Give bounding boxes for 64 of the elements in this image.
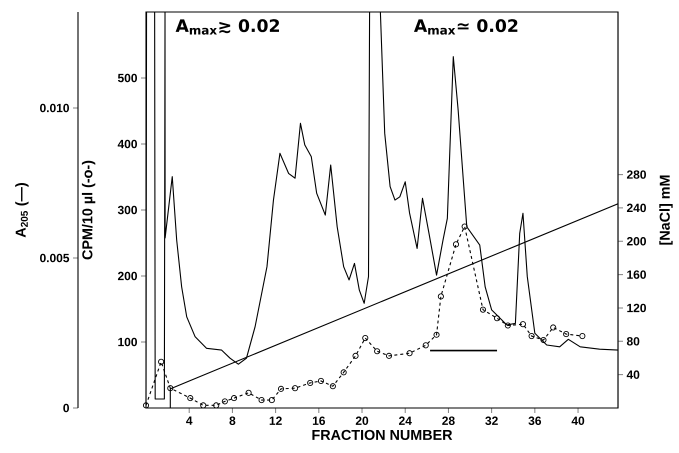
point [406, 350, 413, 356]
point [438, 293, 444, 300]
point [452, 241, 460, 248]
y2-tick-label: 80 [626, 337, 640, 346]
point [434, 332, 440, 338]
y2-tick-label: 160 [627, 270, 646, 279]
y3-tick-label: 0.005 [40, 254, 70, 262]
y-tick-label: 400 [118, 140, 137, 148]
point [550, 324, 556, 331]
annotation: A$_{max}$≳ 0.02 [176, 19, 279, 35]
y3-axis-title: A$_{205}$ (—) [15, 183, 29, 238]
y2-tick-label: 240 [626, 204, 646, 212]
point [158, 358, 164, 365]
point [386, 352, 392, 359]
x-tick-label: 40 [572, 416, 584, 425]
point [307, 380, 314, 386]
point [318, 378, 324, 384]
point [579, 333, 586, 340]
point [374, 348, 380, 354]
point [246, 390, 252, 396]
y2-tick-label: 280 [626, 170, 646, 179]
y-axis-title: CPM/10 µl (-o-) [82, 160, 96, 260]
x-tick-label: 4 [186, 416, 192, 425]
y2-tick-label: 200 [626, 237, 646, 246]
annotation: A$_{max}$≃ 0.02 [414, 19, 518, 35]
x-tick-label: 16 [312, 416, 326, 425]
y3-tick-label: 0.010 [40, 104, 69, 112]
x-tick-label: 12 [270, 416, 282, 425]
y2-tick-label: 40 [626, 370, 640, 379]
point [462, 223, 468, 230]
point [480, 306, 486, 313]
point [422, 342, 429, 348]
point [187, 395, 194, 402]
y2-tick-label: 120 [627, 304, 646, 312]
x-tick-label: 36 [528, 416, 542, 426]
point [230, 395, 238, 402]
x-tick-label: 28 [442, 416, 455, 425]
point [167, 385, 174, 392]
x-tick-label: 32 [485, 416, 498, 426]
y-tick-label: 500 [118, 74, 137, 82]
point [352, 352, 359, 359]
y-tick-label: 200 [118, 272, 137, 280]
point [258, 397, 265, 404]
point [362, 334, 368, 342]
point [340, 369, 347, 376]
x-axis-title: FRACTION NUMBER [312, 430, 452, 440]
point [504, 322, 511, 329]
y3-tick-label: 0 [63, 404, 69, 412]
point [268, 397, 275, 404]
x-tick-label: 20 [356, 416, 368, 425]
point [330, 383, 336, 390]
x-tick-label: 8 [229, 416, 236, 425]
y-tick-label: 100 [118, 338, 137, 346]
point [494, 315, 500, 322]
point [278, 386, 284, 392]
point [222, 398, 228, 404]
point [528, 333, 535, 340]
point [520, 321, 526, 328]
x-tick-label: 24 [399, 416, 412, 425]
point [540, 336, 547, 344]
point [563, 331, 570, 338]
y2-axis-title: [NaCl] mM [659, 176, 673, 245]
y-tick-label: 300 [118, 206, 137, 214]
point [292, 385, 298, 392]
